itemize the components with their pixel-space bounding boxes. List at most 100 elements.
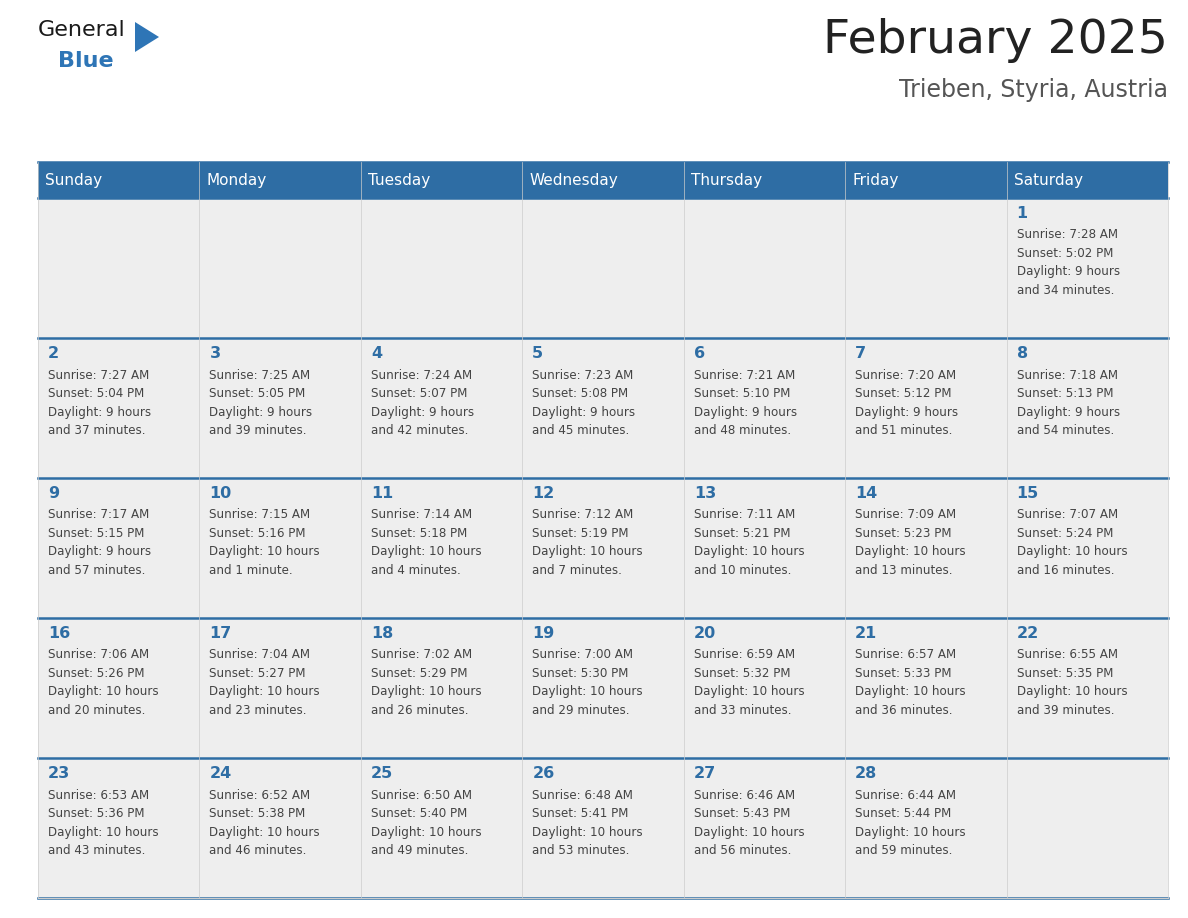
- Text: 9: 9: [48, 486, 59, 501]
- Text: Sunrise: 6:52 AM: Sunrise: 6:52 AM: [209, 789, 310, 801]
- Text: Daylight: 10 hours: Daylight: 10 hours: [371, 545, 481, 558]
- Text: Thursday: Thursday: [691, 173, 763, 187]
- Bar: [361, 162, 523, 198]
- Bar: [1006, 338, 1168, 478]
- Text: Sunrise: 7:15 AM: Sunrise: 7:15 AM: [209, 509, 310, 521]
- Text: Sunset: 5:30 PM: Sunset: 5:30 PM: [532, 667, 628, 680]
- Bar: [523, 758, 684, 898]
- Text: Sunrise: 6:48 AM: Sunrise: 6:48 AM: [532, 789, 633, 801]
- Text: Daylight: 9 hours: Daylight: 9 hours: [855, 406, 959, 419]
- Text: 10: 10: [209, 486, 232, 501]
- Text: Sunset: 5:04 PM: Sunset: 5:04 PM: [48, 387, 144, 400]
- Text: 24: 24: [209, 766, 232, 781]
- Bar: [38, 198, 200, 338]
- Bar: [523, 478, 684, 618]
- Text: Friday: Friday: [853, 173, 899, 187]
- Text: Daylight: 10 hours: Daylight: 10 hours: [855, 686, 966, 699]
- Text: Sunset: 5:41 PM: Sunset: 5:41 PM: [532, 807, 628, 820]
- Text: and 48 minutes.: and 48 minutes.: [694, 424, 791, 437]
- Text: Daylight: 10 hours: Daylight: 10 hours: [371, 825, 481, 838]
- Text: Daylight: 10 hours: Daylight: 10 hours: [694, 686, 804, 699]
- Bar: [361, 618, 523, 758]
- Bar: [523, 198, 684, 338]
- Text: 2: 2: [48, 346, 59, 361]
- Text: and 20 minutes.: and 20 minutes.: [48, 704, 145, 717]
- Text: February 2025: February 2025: [823, 18, 1168, 63]
- Text: Daylight: 10 hours: Daylight: 10 hours: [371, 686, 481, 699]
- Text: 13: 13: [694, 486, 716, 501]
- Bar: [38, 478, 200, 618]
- Text: and 39 minutes.: and 39 minutes.: [1017, 704, 1114, 717]
- Text: and 51 minutes.: and 51 minutes.: [855, 424, 953, 437]
- Bar: [200, 758, 361, 898]
- Bar: [845, 618, 1006, 758]
- Bar: [361, 338, 523, 478]
- Text: Sunset: 5:27 PM: Sunset: 5:27 PM: [209, 667, 307, 680]
- Text: 16: 16: [48, 626, 70, 641]
- Text: Daylight: 10 hours: Daylight: 10 hours: [532, 825, 643, 838]
- Text: 26: 26: [532, 766, 555, 781]
- Text: Sunrise: 7:11 AM: Sunrise: 7:11 AM: [694, 509, 795, 521]
- Text: Sunset: 5:44 PM: Sunset: 5:44 PM: [855, 807, 952, 820]
- Text: Sunrise: 7:14 AM: Sunrise: 7:14 AM: [371, 509, 472, 521]
- Text: Daylight: 10 hours: Daylight: 10 hours: [48, 825, 159, 838]
- Bar: [200, 478, 361, 618]
- Text: Daylight: 9 hours: Daylight: 9 hours: [694, 406, 797, 419]
- Text: Sunset: 5:24 PM: Sunset: 5:24 PM: [1017, 527, 1113, 540]
- Text: 3: 3: [209, 346, 221, 361]
- Bar: [845, 198, 1006, 338]
- Text: 8: 8: [1017, 346, 1028, 361]
- Text: Sunrise: 6:44 AM: Sunrise: 6:44 AM: [855, 789, 956, 801]
- Text: Sunrise: 7:00 AM: Sunrise: 7:00 AM: [532, 648, 633, 662]
- Text: 1: 1: [1017, 206, 1028, 221]
- Text: 22: 22: [1017, 626, 1038, 641]
- Text: 20: 20: [694, 626, 716, 641]
- Text: and 16 minutes.: and 16 minutes.: [1017, 564, 1114, 577]
- Text: Sunset: 5:26 PM: Sunset: 5:26 PM: [48, 667, 145, 680]
- Text: Sunrise: 6:59 AM: Sunrise: 6:59 AM: [694, 648, 795, 662]
- Bar: [200, 198, 361, 338]
- Text: Daylight: 10 hours: Daylight: 10 hours: [209, 686, 320, 699]
- Text: and 29 minutes.: and 29 minutes.: [532, 704, 630, 717]
- Bar: [684, 162, 845, 198]
- Bar: [361, 478, 523, 618]
- Text: and 34 minutes.: and 34 minutes.: [1017, 284, 1114, 297]
- Text: Daylight: 10 hours: Daylight: 10 hours: [1017, 545, 1127, 558]
- Text: and 39 minutes.: and 39 minutes.: [209, 424, 307, 437]
- Text: 28: 28: [855, 766, 878, 781]
- Text: Monday: Monday: [207, 173, 267, 187]
- Text: Sunset: 5:18 PM: Sunset: 5:18 PM: [371, 527, 467, 540]
- Text: 15: 15: [1017, 486, 1038, 501]
- Text: Sunrise: 7:23 AM: Sunrise: 7:23 AM: [532, 368, 633, 382]
- Text: Sunset: 5:07 PM: Sunset: 5:07 PM: [371, 387, 467, 400]
- Text: Sunset: 5:16 PM: Sunset: 5:16 PM: [209, 527, 307, 540]
- Bar: [38, 162, 200, 198]
- Text: and 37 minutes.: and 37 minutes.: [48, 424, 145, 437]
- Text: Tuesday: Tuesday: [368, 173, 430, 187]
- Text: Daylight: 10 hours: Daylight: 10 hours: [855, 825, 966, 838]
- Text: and 45 minutes.: and 45 minutes.: [532, 424, 630, 437]
- Text: Sunrise: 6:53 AM: Sunrise: 6:53 AM: [48, 789, 150, 801]
- Text: Daylight: 9 hours: Daylight: 9 hours: [371, 406, 474, 419]
- Text: Daylight: 9 hours: Daylight: 9 hours: [532, 406, 636, 419]
- Text: and 36 minutes.: and 36 minutes.: [855, 704, 953, 717]
- Text: Sunrise: 6:55 AM: Sunrise: 6:55 AM: [1017, 648, 1118, 662]
- Bar: [200, 162, 361, 198]
- Text: Sunrise: 7:04 AM: Sunrise: 7:04 AM: [209, 648, 310, 662]
- Text: Sunset: 5:23 PM: Sunset: 5:23 PM: [855, 527, 952, 540]
- Text: Sunrise: 7:18 AM: Sunrise: 7:18 AM: [1017, 368, 1118, 382]
- Text: Daylight: 9 hours: Daylight: 9 hours: [48, 406, 151, 419]
- Text: Sunrise: 7:20 AM: Sunrise: 7:20 AM: [855, 368, 956, 382]
- Bar: [1006, 198, 1168, 338]
- Text: 14: 14: [855, 486, 878, 501]
- Text: Sunrise: 7:25 AM: Sunrise: 7:25 AM: [209, 368, 310, 382]
- Bar: [38, 618, 200, 758]
- Bar: [845, 478, 1006, 618]
- Text: Daylight: 10 hours: Daylight: 10 hours: [48, 686, 159, 699]
- Text: and 10 minutes.: and 10 minutes.: [694, 564, 791, 577]
- Text: Sunset: 5:15 PM: Sunset: 5:15 PM: [48, 527, 145, 540]
- Text: and 33 minutes.: and 33 minutes.: [694, 704, 791, 717]
- Bar: [38, 338, 200, 478]
- Text: 6: 6: [694, 346, 704, 361]
- Bar: [38, 758, 200, 898]
